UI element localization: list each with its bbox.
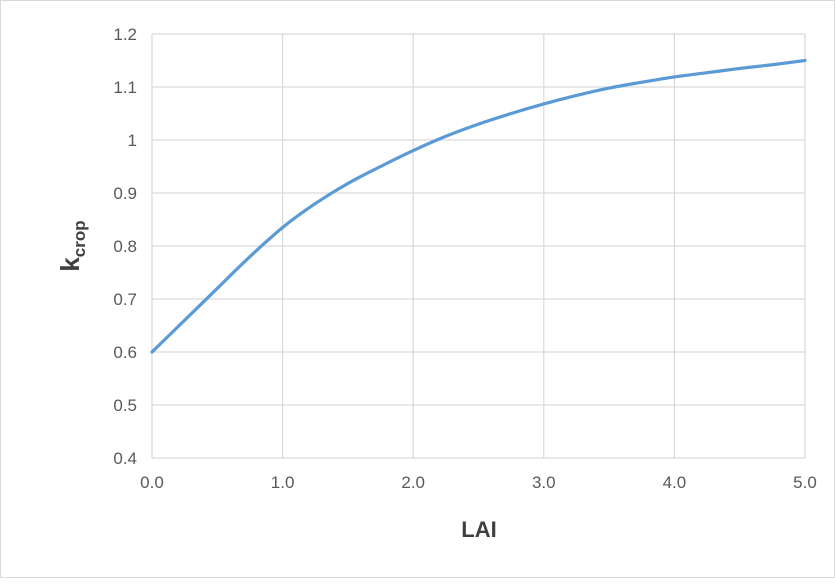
data-point (346, 182, 350, 185)
y-tick-label: 0.7 (113, 290, 137, 309)
y-axis-label-main: k (55, 257, 85, 272)
data-point (281, 226, 284, 229)
data-point (705, 71, 709, 75)
data-point (673, 75, 676, 79)
data-point (444, 134, 448, 138)
data-point (542, 102, 546, 106)
data-point (640, 80, 644, 84)
x-tick-label: 0.0 (140, 473, 164, 492)
data-point (770, 63, 774, 67)
y-axis-label-subscript: crop (70, 220, 89, 257)
x-tick-label: 1.0 (271, 473, 295, 492)
data-point (607, 86, 611, 90)
data-point (803, 59, 807, 62)
data-point (411, 149, 415, 153)
y-tick-labels: 0.4 0.5 0.6 0.7 0.8 0.9 1 1.1 1.2 (113, 25, 137, 468)
y-tick-label: 1 (128, 131, 137, 150)
data-point (248, 255, 252, 258)
series-layer (150, 58, 807, 354)
y-tick-label: 1.2 (113, 25, 137, 44)
data-point (509, 112, 513, 115)
x-tick-labels: 0.0 1.0 2.0 3.0 4.0 5.0 (140, 473, 817, 492)
y-tick-label: 0.5 (113, 396, 137, 415)
y-tick-label: 0.9 (113, 184, 137, 203)
y-tick-label: 0.6 (113, 343, 137, 362)
data-point (477, 122, 480, 126)
x-axis-label: LAI (461, 517, 496, 542)
x-tick-label: 4.0 (663, 473, 687, 492)
data-point (575, 94, 578, 97)
grid-lines (151, 33, 806, 459)
y-tick-label: 1.1 (113, 78, 137, 97)
data-point (150, 350, 154, 354)
y-axis-label: kcrop (55, 220, 89, 271)
y-tick-label: 0.8 (113, 237, 137, 256)
x-tick-label: 3.0 (532, 473, 556, 492)
data-point (379, 165, 382, 168)
y-tick-label: 0.4 (113, 449, 137, 468)
data-point (215, 287, 219, 290)
data-point (738, 67, 742, 70)
data-point (183, 318, 187, 322)
x-tick-label: 2.0 (401, 473, 425, 492)
x-tick-label: 5.0 (793, 473, 817, 492)
series-line (150, 58, 807, 354)
data-point (313, 202, 317, 206)
